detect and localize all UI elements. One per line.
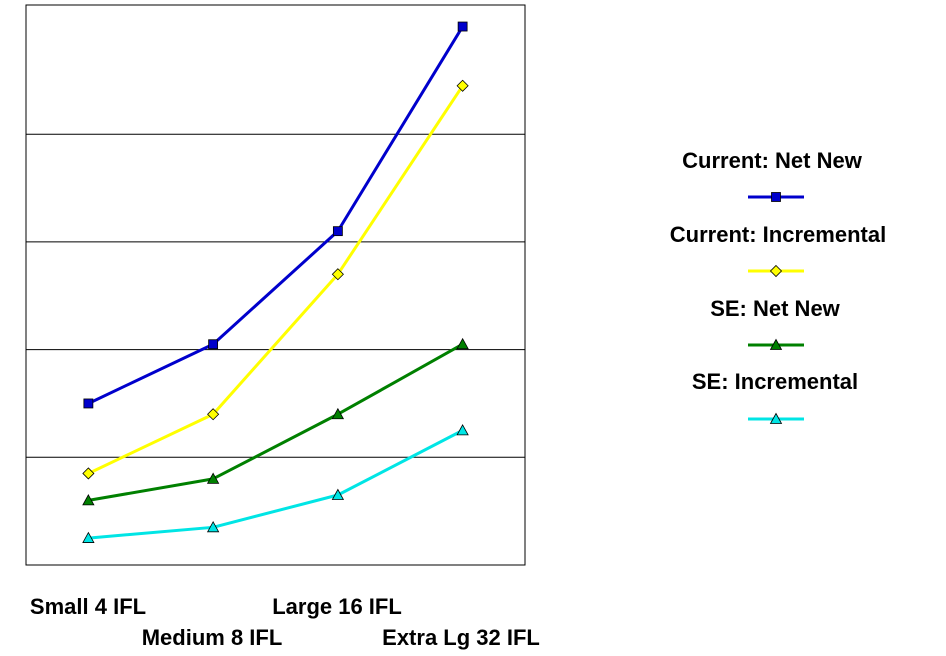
plot-area xyxy=(25,4,526,566)
data-point-diamond xyxy=(82,467,95,480)
gridlines xyxy=(26,4,525,458)
legend-label: Current: Net New xyxy=(682,148,863,173)
data-point-triangle xyxy=(331,488,345,500)
series-line xyxy=(87,84,464,475)
data-point-diamond xyxy=(769,264,783,278)
plot-frame xyxy=(25,4,526,566)
x-tick-label: Extra Lg 32 IFL xyxy=(382,625,540,650)
x-tick-label: Small 4 IFL xyxy=(30,594,146,619)
legend-label: Current: Incremental xyxy=(670,222,886,247)
data-point-diamond xyxy=(207,408,220,421)
data-point-square xyxy=(83,398,94,409)
data-point-triangle xyxy=(82,494,95,506)
legend: Current: Net New Current: Incremental SE… xyxy=(670,148,886,424)
series-lines xyxy=(87,25,464,540)
data-point-square xyxy=(771,192,781,202)
series-line xyxy=(87,25,464,405)
x-tick-label: Large 16 IFL xyxy=(272,594,402,619)
data-point-square xyxy=(457,21,468,32)
series-line xyxy=(88,342,464,502)
legend-swatches xyxy=(748,192,804,424)
data-point-square xyxy=(208,339,219,350)
series-markers xyxy=(82,21,469,543)
data-point-diamond xyxy=(456,79,469,92)
data-point-triangle xyxy=(769,338,783,350)
x-tick-label: Medium 8 IFL xyxy=(142,625,283,650)
data-point-triangle xyxy=(769,412,783,424)
data-point-triangle xyxy=(331,407,345,420)
data-point-triangle xyxy=(206,520,220,533)
data-point-triangle xyxy=(456,337,469,350)
x-axis-tick-labels: Small 4 IFL Medium 8 IFL Large 16 IFL Ex… xyxy=(30,594,540,650)
data-point-square xyxy=(332,226,343,237)
data-point-triangle xyxy=(206,472,220,484)
data-point-diamond xyxy=(331,268,344,281)
legend-label: SE: Net New xyxy=(710,296,840,321)
data-point-triangle xyxy=(82,531,95,543)
legend-label: SE: Incremental xyxy=(692,369,858,394)
data-point-triangle xyxy=(456,424,469,436)
series-line xyxy=(88,429,464,540)
